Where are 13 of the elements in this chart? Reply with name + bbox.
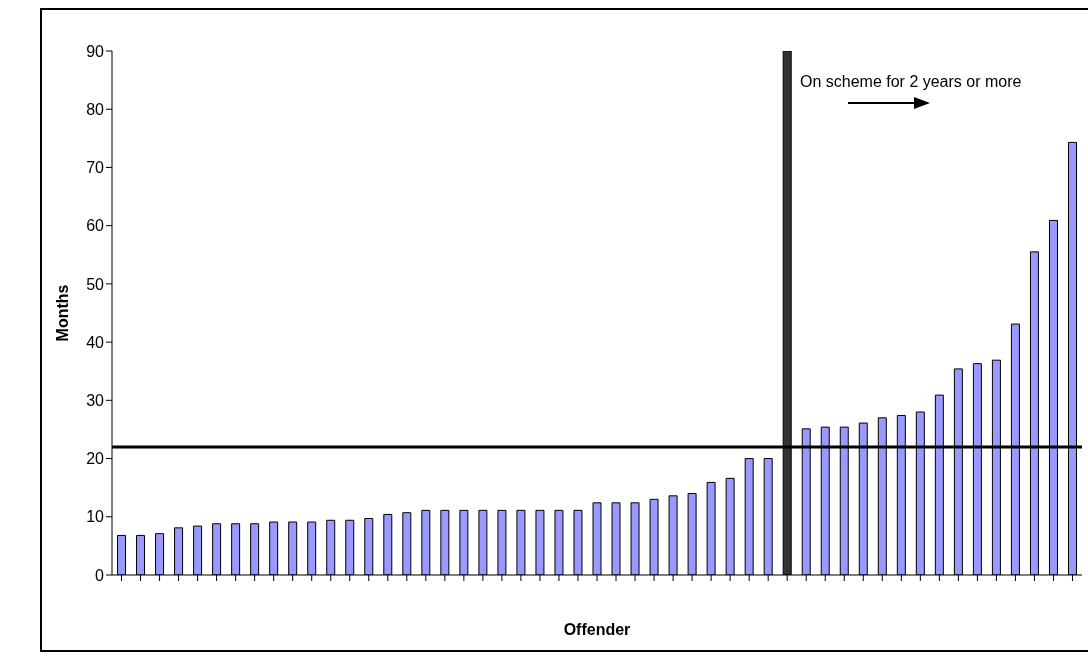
y-tick-label: 20 — [86, 450, 105, 468]
y-tick-label: 40 — [86, 333, 105, 351]
y-axis-title: Months — [53, 284, 71, 342]
y-tick-label: 90 — [86, 42, 105, 60]
y-tick-label: 80 — [86, 100, 105, 118]
y-tick-label: 10 — [86, 508, 105, 526]
y-tick-label: 60 — [86, 217, 105, 235]
annotation: On scheme for 2 years or more — [794, 70, 1031, 94]
y-tick-label: 70 — [86, 159, 105, 177]
x-axis-title: Offender — [563, 621, 631, 638]
y-tick-label: 50 — [86, 275, 105, 293]
y-tick-label: 0 — [95, 566, 105, 584]
y-tick-label: 30 — [86, 392, 105, 410]
